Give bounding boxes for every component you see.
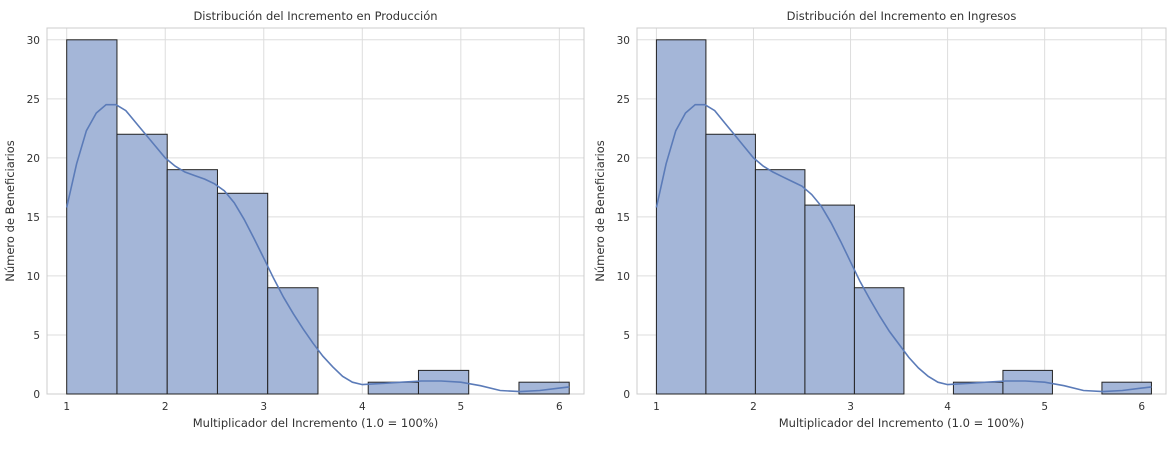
x-tick-label: 1 [653, 401, 660, 413]
x-tick-label: 2 [162, 401, 169, 413]
histogram-bar [754, 169, 806, 395]
y-tick-label: 20 [617, 153, 630, 165]
x-tick-label: 1 [63, 401, 70, 413]
histogram-bar [705, 133, 756, 395]
y-tick-label: 0 [623, 389, 630, 401]
histogram-bar [216, 192, 269, 395]
x-tick-label: 5 [1041, 401, 1048, 413]
chart-title: Distribución del Incremento en Ingresos [787, 9, 1017, 23]
y-tick-label: 20 [27, 153, 40, 165]
chart-panel-1: 0 5 10 15 20 25 30 1 2 3 4 5 6 Distribución del Incre… [3, 9, 585, 430]
x-tick-label: 6 [556, 401, 563, 413]
x-tick-label: 4 [944, 401, 951, 413]
y-tick-label: 5 [33, 330, 40, 342]
histogram-bar [66, 39, 118, 395]
y-tick-label: 10 [27, 271, 40, 283]
kde-curve [65, 103, 570, 393]
y-axis-label: Número de Beneficiarios [593, 140, 607, 281]
histogram-bar [1002, 369, 1053, 395]
y-tick-label: 5 [623, 330, 630, 342]
x-tick-label: 3 [260, 401, 267, 413]
x-axis-label: Multiplicador del Incremento (1.0 = 100%… [193, 416, 439, 430]
y-tick-label: 0 [33, 389, 40, 401]
x-tick-label: 4 [359, 401, 366, 413]
histogram-bar [655, 39, 707, 395]
chart-title: Distribución del Incremento en Producció… [193, 9, 437, 23]
y-tick-label: 15 [27, 212, 40, 224]
x-tick-label: 3 [847, 401, 854, 413]
y-axis-label: Número de Beneficiarios [3, 140, 17, 281]
y-tick-label: 30 [617, 35, 630, 47]
y-tick-label: 25 [617, 94, 630, 106]
y-tick-label: 30 [27, 35, 40, 47]
x-tick-label: 5 [457, 401, 464, 413]
x-tick-label: 2 [750, 401, 757, 413]
histogram-bar [804, 204, 855, 395]
histogram-bar [417, 369, 470, 395]
x-axis-label: Multiplicador del Incremento (1.0 = 100%… [779, 416, 1025, 430]
y-tick-label: 25 [27, 94, 40, 106]
y-tick-label: 10 [617, 271, 630, 283]
histogram-bar [116, 133, 168, 395]
x-tick-label: 6 [1138, 401, 1145, 413]
histogram-bar [518, 381, 570, 395]
histogram-bar [166, 169, 218, 395]
y-tick-label: 15 [617, 212, 630, 224]
histogram-bar [1101, 381, 1152, 395]
kde-curve [655, 103, 1152, 393]
histogram-bar [267, 287, 319, 395]
chart-panel-2: 0 5 10 15 20 25 30 1 2 3 4 5 6 Distribución del Incre… [593, 9, 1167, 430]
